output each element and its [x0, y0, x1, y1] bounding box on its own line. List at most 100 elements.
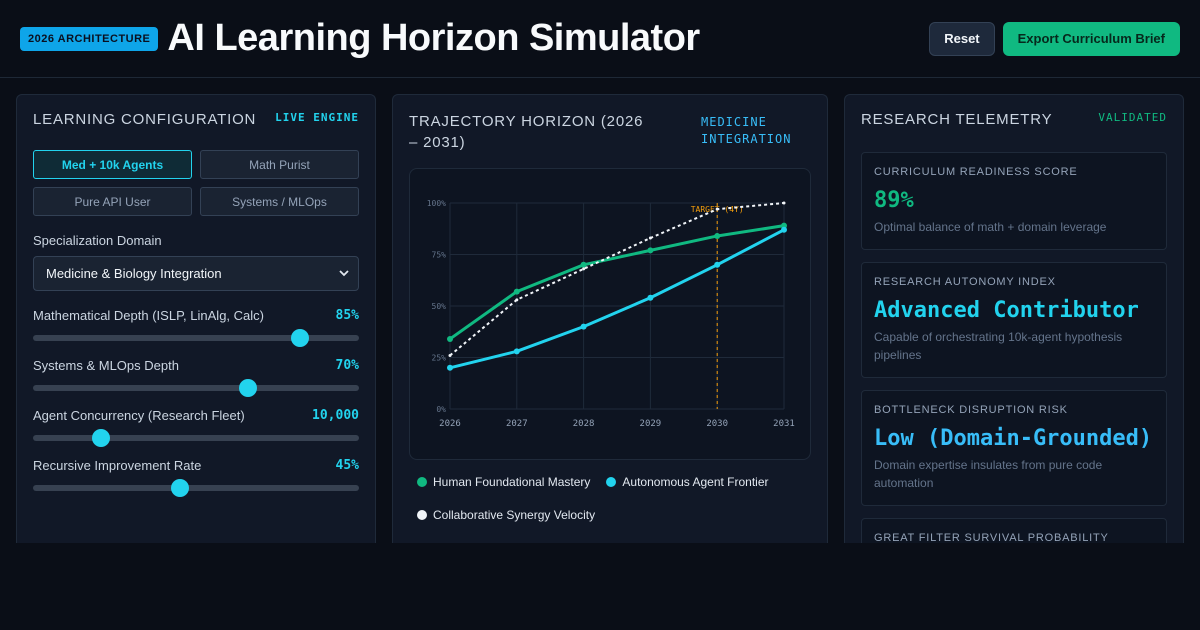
- x-tick-label: 2030: [706, 419, 728, 429]
- card-value: Low (Domain-Grounded): [874, 426, 1153, 451]
- systems-depth-slider[interactable]: [33, 379, 359, 397]
- x-tick-label: 2031: [773, 419, 795, 429]
- legend-label: Collaborative Synergy Velocity: [433, 508, 596, 522]
- data-point: [447, 335, 453, 342]
- reset-button[interactable]: Reset: [929, 21, 995, 56]
- card-description: Domain expertise insulates from pure cod…: [874, 458, 1103, 490]
- y-tick-label: 0%: [436, 405, 446, 414]
- domain-label: Specialization Domain: [33, 233, 162, 248]
- slider-head: Mathematical Depth (ISLP, LinAlg, Calc) 8…: [33, 308, 359, 323]
- x-tick-label: 2027: [506, 419, 528, 429]
- preset-group: Med + 10k Agents Math Purist Pure API Us…: [33, 150, 359, 216]
- preset-pure-api-user[interactable]: Pure API User: [33, 187, 192, 216]
- slider-thumb[interactable]: [92, 429, 111, 447]
- slider-head: Agent Concurrency (Research Fleet) 10,000: [33, 408, 359, 423]
- slider-thumb[interactable]: [291, 329, 310, 347]
- great-filter-card: Great Filter Survival Probability: [861, 518, 1167, 543]
- y-tick-label: 50%: [432, 302, 447, 311]
- card-value: Advanced Contributor: [874, 298, 1139, 323]
- header-actions: Reset Export Curriculum Brief: [929, 21, 1180, 56]
- recursive-rate-slider-row: Recursive Improvement Rate 45%: [33, 458, 359, 497]
- x-tick-label: 2029: [640, 419, 662, 429]
- math-depth-slider-row: Mathematical Depth (ISLP, LinAlg, Calc) 8…: [33, 308, 359, 347]
- data-point: [582, 267, 586, 271]
- card-label: Bottleneck Disruption Risk: [874, 404, 1068, 416]
- medicine-integration-tag: MEDICINE INTEGRATION: [701, 115, 792, 147]
- agent-concurrency-slider[interactable]: [33, 429, 359, 447]
- data-point: [782, 201, 786, 205]
- card-description: Optimal balance of math + domain leverag…: [874, 220, 1107, 234]
- slider-value: 70%: [335, 358, 359, 373]
- card-label: Great Filter Survival Probability: [874, 532, 1109, 543]
- card-label: Curriculum Readiness Score: [874, 166, 1078, 178]
- data-point: [515, 298, 519, 302]
- chart-legend: Human Foundational Mastery Autonomous Ag…: [409, 473, 811, 539]
- legend-label: Autonomous Agent Frontier: [622, 475, 769, 489]
- bottleneck-risk-card: Bottleneck Disruption Risk Low (Domain-Gr…: [861, 390, 1167, 506]
- data-point: [513, 288, 520, 295]
- data-point: [781, 222, 787, 229]
- slider-thumb[interactable]: [170, 479, 189, 497]
- data-point: [714, 232, 721, 239]
- data-point: [448, 353, 452, 357]
- card-label: Research Autonomy Index: [874, 276, 1056, 288]
- legend-dot: [606, 477, 617, 487]
- y-tick-label: 25%: [432, 354, 447, 363]
- data-point: [513, 348, 520, 355]
- data-point: [648, 236, 652, 240]
- y-tick-label: 100%: [427, 199, 446, 208]
- panel-title: Trajectory Horizon (2026 – 2031): [409, 113, 644, 151]
- slider-label: Recursive Improvement Rate: [33, 458, 202, 473]
- series-line: [449, 228, 785, 370]
- systems-depth-slider-row: Systems & MLOps Depth 70%: [33, 358, 359, 397]
- trajectory-panel: Trajectory Horizon (2026 – 2031) MEDICIN…: [392, 94, 828, 543]
- data-point: [781, 226, 787, 233]
- slider-thumb[interactable]: [239, 379, 258, 397]
- data-point: [580, 323, 587, 330]
- slider-label: Mathematical Depth (ISLP, LinAlg, Calc): [33, 308, 264, 323]
- x-tick-label: 2028: [573, 419, 595, 429]
- data-point: [647, 294, 654, 301]
- data-point: [715, 207, 719, 211]
- app-header: 2026 ARCHITECTURE AI Learning Horizon Si…: [0, 0, 1200, 78]
- y-tick-label: 75%: [432, 251, 447, 260]
- recursive-rate-slider[interactable]: [33, 479, 359, 497]
- architecture-badge: 2026 ARCHITECTURE: [20, 26, 159, 51]
- legend-label: Human Foundational Mastery: [433, 475, 591, 489]
- math-depth-slider[interactable]: [33, 329, 359, 347]
- preset-math-purist[interactable]: Math Purist: [200, 150, 359, 179]
- domain-select[interactable]: Medicine & Biology Integration: [33, 256, 359, 291]
- domain-select-value: Medicine & Biology Integration: [46, 266, 222, 281]
- legend-dot: [417, 477, 427, 487]
- card-description: Capable of orchestrating 10k-agent hypot…: [874, 330, 1123, 362]
- preset-systems-mlops[interactable]: Systems / MLOps: [200, 187, 359, 216]
- x-tick-label: 2026: [439, 419, 461, 429]
- slider-head: Recursive Improvement Rate 45%: [33, 458, 359, 473]
- export-curriculum-button[interactable]: Export Curriculum Brief: [1002, 21, 1180, 56]
- slider-head: Systems & MLOps Depth 70%: [33, 358, 359, 373]
- data-point: [580, 261, 587, 268]
- legend-item: Autonomous Agent Frontier: [606, 473, 769, 491]
- trajectory-chart-svg: 0%25%50%75%100%2026 2027 2028 2029 2030 2031T…: [427, 199, 795, 429]
- slider-label: Systems & MLOps Depth: [33, 358, 179, 373]
- slider-label: Agent Concurrency (Research Fleet): [33, 408, 245, 423]
- legend-item: Human Foundational Mastery: [417, 473, 590, 491]
- slider-value: 45%: [335, 458, 359, 473]
- research-autonomy-card: Research Autonomy Index Advanced Contribu…: [861, 262, 1167, 378]
- live-engine-tag: LIVE ENGINE: [275, 111, 359, 124]
- data-point: [647, 247, 654, 254]
- panel-title: Research Telemetry: [861, 111, 1053, 128]
- slider-list: Mathematical Depth (ISLP, LinAlg, Calc) 8…: [33, 308, 359, 497]
- learning-configuration-panel: Learning Configuration LIVE ENGINE Med +…: [16, 94, 376, 543]
- preset-med-10k-agents[interactable]: Med + 10k Agents: [33, 150, 192, 179]
- series-line: [449, 224, 785, 341]
- card-value: 89%: [874, 188, 914, 213]
- telemetry-card-list: Curriculum Readiness Score 89% Optimal bal…: [861, 152, 1167, 543]
- series-line: [449, 202, 785, 357]
- chevron-down-icon: [339, 270, 349, 277]
- slider-value: 85%: [335, 308, 359, 323]
- data-point: [714, 261, 721, 268]
- agent-concurrency-slider-row: Agent Concurrency (Research Fleet) 10,000: [33, 408, 359, 447]
- data-point: [447, 364, 453, 371]
- curriculum-readiness-card: Curriculum Readiness Score 89% Optimal bal…: [861, 152, 1167, 250]
